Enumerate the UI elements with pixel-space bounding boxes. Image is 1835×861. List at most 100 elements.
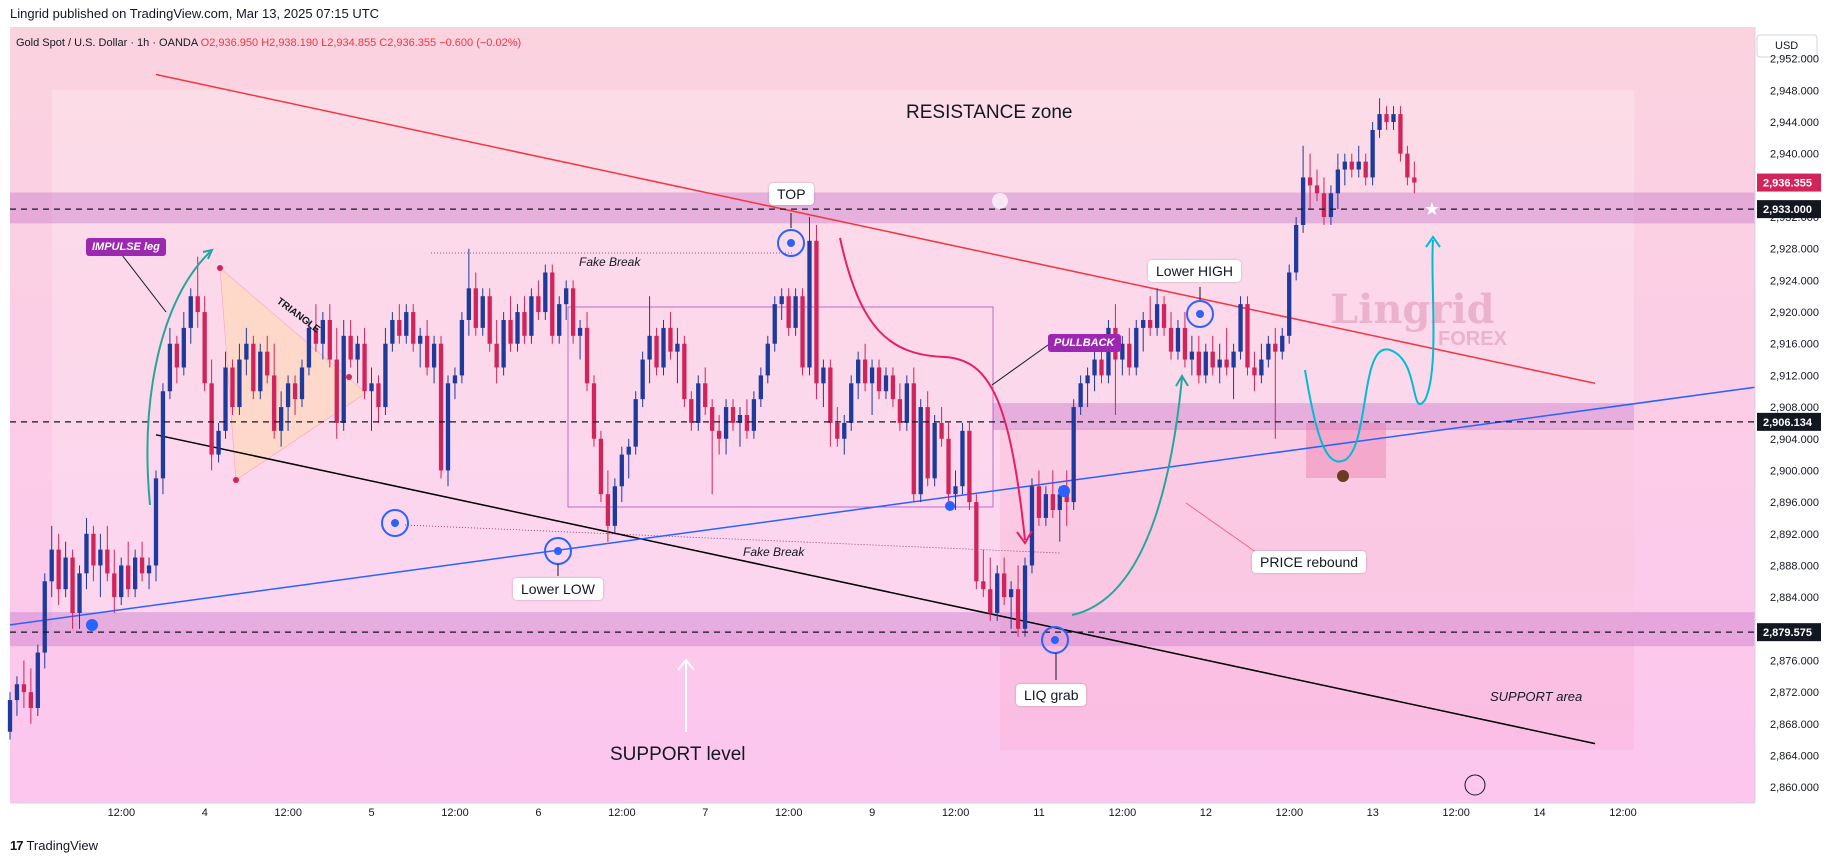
candle-body: [28, 692, 34, 708]
candle-body: [605, 494, 611, 526]
x-tick-label: 4: [202, 807, 208, 819]
candle-body: [480, 296, 485, 328]
candle-body: [188, 296, 193, 328]
candle-body: [146, 565, 152, 574]
currency-label: USD: [1775, 40, 1798, 52]
candle-body: [953, 486, 958, 495]
candle-body: [438, 343, 444, 471]
watermark-name: Lingrid: [1330, 286, 1495, 333]
candle-body: [272, 375, 277, 431]
x-tick-label: 12:00: [1609, 807, 1637, 819]
candle-body: [1127, 343, 1132, 368]
candle-body: [654, 335, 659, 368]
candle-body: [543, 272, 548, 313]
candle-body: [1029, 486, 1035, 566]
candle-body: [1085, 375, 1090, 384]
candle-body: [515, 312, 520, 344]
candle-body: [77, 573, 82, 613]
candle-body: [1307, 177, 1313, 186]
x-tick-label: 12: [1200, 807, 1212, 819]
candle-body: [577, 327, 583, 336]
watermark-sub: FOREX: [1438, 328, 1507, 350]
candle-body: [925, 407, 930, 479]
candle-body: [49, 549, 54, 582]
candle-body: [779, 296, 784, 305]
zone-2: [10, 612, 1755, 647]
rebound-leader: [1185, 502, 1261, 556]
candle-body: [869, 367, 875, 384]
candle-body: [800, 296, 805, 368]
candle-body: [946, 438, 951, 495]
triangle-vertex: [217, 265, 223, 271]
candle-body: [1022, 565, 1028, 629]
x-tick-label: 12:00: [942, 807, 970, 819]
candle-body: [1231, 351, 1236, 368]
candle-body: [306, 327, 312, 368]
candle-body: [522, 312, 527, 336]
candle-body: [918, 407, 923, 495]
level-price-box-0: [1757, 200, 1821, 219]
publisher-info: Lingrid published on TradingView.com, Ma…: [10, 6, 380, 21]
candle-body: [932, 422, 937, 479]
trendline-support: [155, 434, 1596, 745]
x-tick-label: 12:00: [1442, 807, 1470, 819]
candle-body: [1182, 327, 1188, 360]
candle-body: [160, 391, 166, 479]
star-icon: ★: [1424, 199, 1440, 219]
eye-icon: [1337, 470, 1349, 482]
candle-body: [640, 359, 645, 400]
y-tick-label: 2,944.000: [1770, 117, 1819, 129]
candle-body: [835, 422, 840, 439]
candle-body: [1008, 589, 1014, 598]
candle-body: [1189, 351, 1195, 360]
y-tick-label: 2,912.000: [1770, 370, 1819, 382]
candle-body: [411, 312, 416, 344]
tradingview-logo[interactable]: 17 TradingView: [10, 838, 98, 853]
candle-body: [487, 296, 492, 344]
x-tick-label: 13: [1367, 807, 1379, 819]
triangle-pattern: [219, 267, 367, 481]
candle-body: [112, 573, 117, 598]
candle-body: [1015, 589, 1021, 629]
x-tick-label: 12:00: [274, 807, 302, 819]
top-label: TOP: [769, 183, 814, 205]
candle-body: [1398, 114, 1403, 154]
impulse-arrow-head: [202, 248, 214, 260]
candle-body: [139, 557, 145, 574]
impulse-leader: [121, 254, 167, 313]
candle-body: [445, 383, 451, 471]
level-price-label-1: 2,906.134: [1763, 417, 1813, 429]
currency-box: [1756, 34, 1818, 58]
candle-body: [202, 312, 207, 384]
candle-body: [265, 351, 270, 376]
pivot-circle-4: [1186, 300, 1214, 328]
candle-body: [334, 359, 339, 423]
candle-body: [1092, 359, 1097, 376]
candle-body: [1356, 161, 1361, 170]
y-tick-label: 2,952.000: [1770, 54, 1819, 66]
candle-body: [1245, 304, 1250, 368]
candle-body: [856, 359, 861, 384]
candle-body: [1071, 407, 1076, 503]
candle-body: [557, 304, 562, 336]
fake-break-line-bottom: [404, 524, 1061, 554]
level-price-box-2: [1757, 623, 1821, 642]
ohlc-legend: Gold Spot / U.S. Dollar · 1h · OANDA O2,…: [16, 37, 521, 49]
support-area-shade: [1000, 428, 1634, 750]
candle-body: [1370, 129, 1375, 178]
time-axis: [0, 803, 1835, 833]
y-tick-label: 2,908.000: [1770, 402, 1819, 414]
candle-body: [390, 319, 395, 344]
trendline-trend: [9, 386, 1756, 626]
candle-body: [897, 399, 903, 423]
candle-body: [814, 240, 819, 384]
projection-arrow-head: [1425, 235, 1441, 248]
candle-body: [119, 565, 124, 598]
candle-body: [383, 343, 388, 408]
candle-body: [1064, 494, 1069, 503]
candle-body: [995, 573, 1000, 613]
candle-body: [904, 383, 909, 423]
candle-body: [1287, 272, 1292, 336]
candle-body: [890, 375, 896, 400]
